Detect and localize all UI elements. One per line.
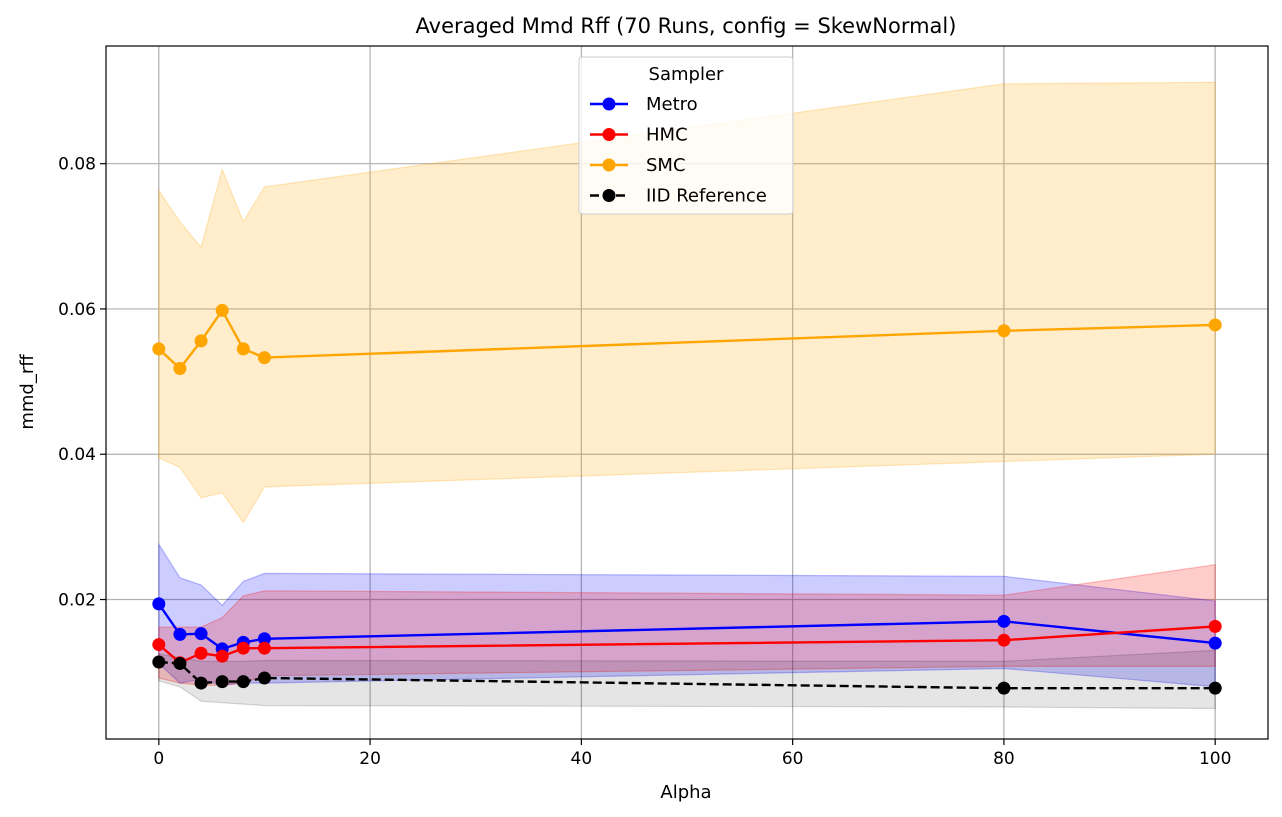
legend-item-metro: Metro: [590, 94, 698, 115]
plot-area: [105, 45, 1269, 740]
legend-label-metro: Metro: [646, 94, 698, 115]
legend-item-iid-reference: IID Reference: [590, 186, 767, 207]
smc-point: [997, 324, 1011, 338]
x-axis: 0 20 40 60 80 100: [153, 739, 1231, 769]
smc-point: [173, 362, 187, 376]
y-tick-label: 0.06: [58, 300, 96, 320]
y-tick-label: 0.08: [58, 155, 96, 175]
iid-reference-point: [194, 676, 208, 690]
x-axis-label: Alpha: [660, 782, 711, 803]
y-axis: 0.02 0.04 0.06 0.08: [58, 155, 106, 611]
legend: Sampler Metro HMC SMC IID Reference: [578, 56, 794, 215]
legend-label-hmc: HMC: [646, 125, 688, 146]
plot-frame: [105, 45, 1269, 740]
x-tick-label: 40: [571, 749, 593, 769]
legend-label-smc: SMC: [646, 155, 686, 176]
hmc-band: [158, 564, 1216, 686]
hmc-point: [1208, 619, 1222, 633]
x-tick-label: 80: [993, 749, 1015, 769]
metro-point: [173, 627, 187, 641]
smc-point: [194, 334, 208, 348]
iid-reference-line: [158, 660, 1216, 690]
legend-item-hmc: HMC: [590, 125, 688, 146]
hmc-point: [257, 641, 271, 655]
smc-band: [158, 81, 1216, 524]
grid: [106, 46, 1268, 739]
hmc-point: [997, 633, 1011, 647]
smc-point: [152, 342, 166, 356]
x-tick-label: 20: [359, 749, 381, 769]
legend-item-smc: SMC: [590, 155, 686, 176]
iid-reference-point: [257, 671, 271, 685]
legend-items: Metro HMC SMC IID Reference: [590, 94, 767, 207]
smc-point: [215, 303, 229, 317]
legend-marker-hmc: [602, 128, 616, 141]
chart-title: Averaged Mmd Rff (70 Runs, config = Skew…: [416, 14, 957, 38]
legend-marker-smc: [602, 158, 616, 172]
legend-marker-metro: [602, 97, 616, 111]
y-tick-label: 0.04: [58, 445, 96, 465]
legend-label-iid-reference: IID Reference: [646, 186, 767, 207]
legend-title: Sampler: [649, 64, 724, 85]
confidence-bands: [158, 81, 1216, 710]
iid-reference-point: [236, 675, 250, 689]
smc-point: [1208, 318, 1222, 332]
smc-point: [236, 342, 250, 356]
x-tick-label: 60: [782, 749, 804, 769]
metro-point: [152, 597, 166, 611]
iid-reference-point: [997, 681, 1011, 695]
iid-reference-point: [215, 675, 229, 689]
hmc-point: [236, 641, 250, 655]
x-tick-label: 100: [1199, 749, 1231, 769]
iid-reference-point: [1208, 681, 1222, 695]
metro-point: [997, 614, 1011, 628]
iid-reference-point: [173, 656, 187, 670]
hmc-point: [194, 646, 208, 660]
y-axis-label: mmd_rff: [17, 354, 38, 430]
metro-point: [194, 627, 208, 641]
legend-box: [578, 56, 794, 215]
iid-reference-band: [158, 649, 1216, 710]
series-markers: [152, 303, 1222, 695]
smc-point: [257, 351, 271, 365]
metro-point: [257, 632, 271, 646]
iid-reference-point: [152, 655, 166, 669]
hmc-point: [215, 649, 229, 663]
x-tick-label: 0: [153, 749, 164, 769]
y-tick-label: 0.02: [58, 591, 96, 611]
metro-point: [1208, 636, 1222, 650]
legend-marker-iid-reference: [602, 189, 616, 202]
hmc-point: [152, 638, 166, 652]
